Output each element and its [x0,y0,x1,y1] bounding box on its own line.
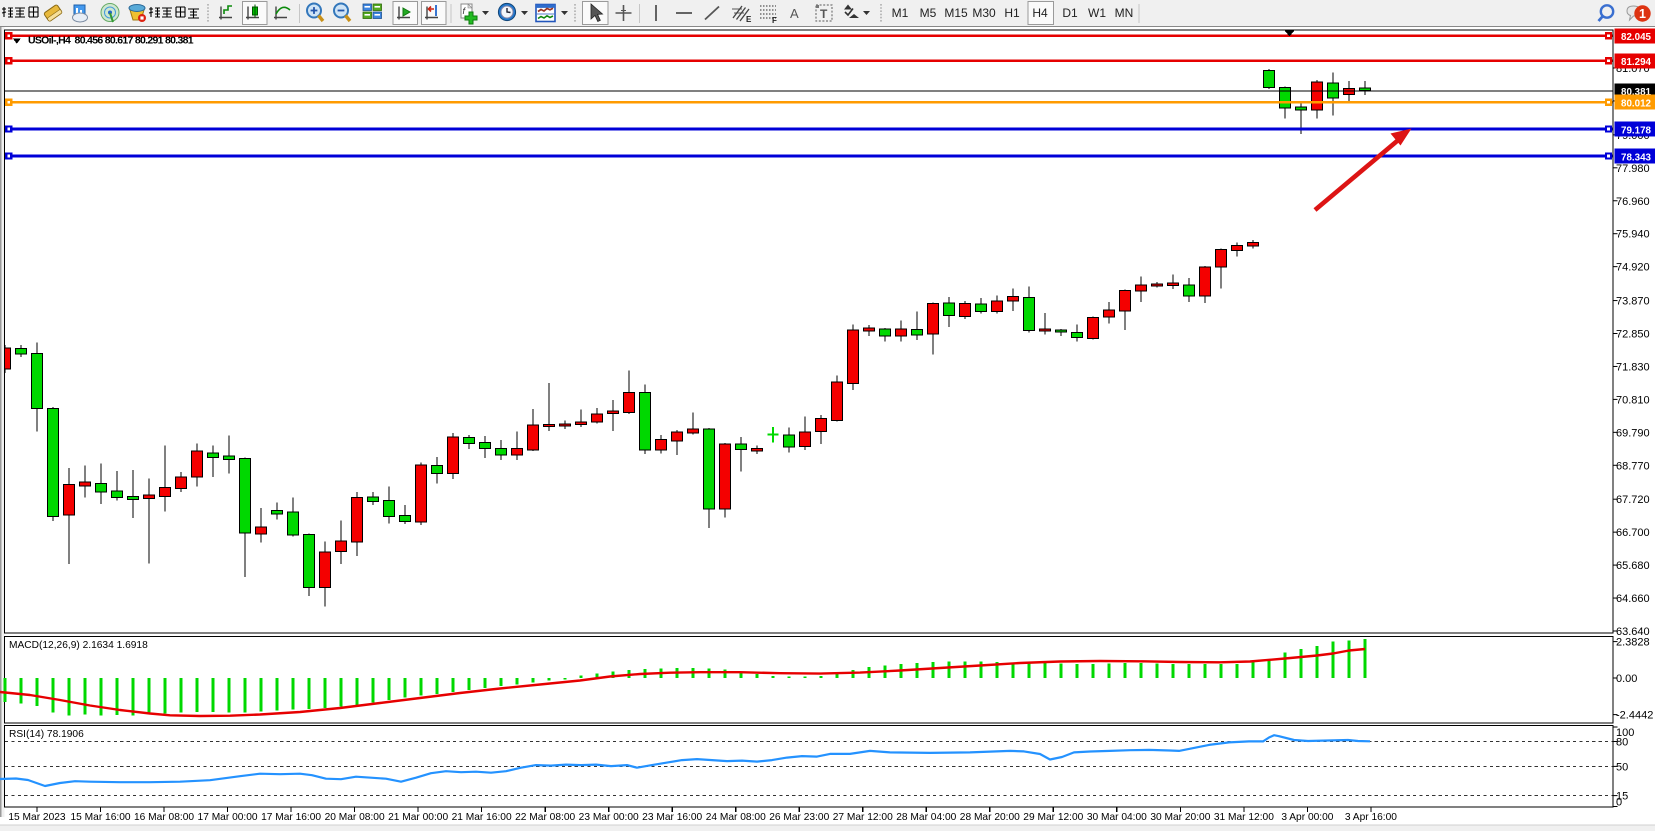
svg-text:82.045: 82.045 [1621,32,1652,43]
svg-text:15 Mar 2023: 15 Mar 2023 [8,812,66,823]
svg-text:M1: M1 [892,6,909,20]
svg-text:28 Mar 04:00: 28 Mar 04:00 [896,812,956,823]
svg-text:USOil-,H4 80.456 80.617 80.29: USOil-,H4 80.456 80.617 80.291 80.381 [28,35,194,47]
svg-text:30 Mar 04:00: 30 Mar 04:00 [1087,812,1147,823]
svg-text:W1: W1 [1088,6,1106,20]
svg-text:71.830: 71.830 [1616,361,1650,373]
svg-text:63.640: 63.640 [1616,626,1650,638]
svg-text:MACD(12,26,9) 2.1634 1.6918: MACD(12,26,9) 2.1634 1.6918 [9,640,148,651]
svg-text:78.343: 78.343 [1621,152,1652,163]
svg-text:50: 50 [1616,761,1628,773]
svg-text:2.3828: 2.3828 [1616,637,1650,649]
svg-text:RSI(14) 78.1906: RSI(14) 78.1906 [9,729,84,740]
svg-text:21 Mar 00:00: 21 Mar 00:00 [388,812,448,823]
svg-text:15: 15 [1616,791,1628,803]
svg-text:72.850: 72.850 [1616,329,1650,341]
svg-text:76.960: 76.960 [1616,196,1650,208]
svg-text:74.920: 74.920 [1616,262,1650,274]
svg-text:29 Mar 12:00: 29 Mar 12:00 [1023,812,1083,823]
svg-text:M5: M5 [920,6,937,20]
svg-text:3 Apr 00:00: 3 Apr 00:00 [1281,812,1333,823]
svg-text:T: T [820,7,828,21]
svg-text:M30: M30 [972,6,996,20]
svg-text:23 Mar 00:00: 23 Mar 00:00 [579,812,639,823]
svg-text:21 Mar 16:00: 21 Mar 16:00 [452,812,512,823]
svg-text:A: A [790,6,799,21]
svg-text:79.178: 79.178 [1621,125,1652,136]
svg-text:f: f [463,6,467,16]
svg-text:16 Mar 08:00: 16 Mar 08:00 [134,812,194,823]
svg-text:0.00: 0.00 [1616,673,1637,685]
svg-text:67.720: 67.720 [1616,494,1650,506]
svg-text:80: 80 [1616,737,1628,749]
svg-text:F: F [772,16,777,25]
svg-text:H4: H4 [1032,6,1048,20]
svg-text:65.680: 65.680 [1616,560,1650,572]
svg-text:68.770: 68.770 [1616,460,1650,472]
svg-text:31 Mar 12:00: 31 Mar 12:00 [1214,812,1274,823]
svg-text:30 Mar 20:00: 30 Mar 20:00 [1150,812,1210,823]
svg-text:-2.4442: -2.4442 [1616,710,1653,722]
svg-text:80.381: 80.381 [1621,87,1652,98]
svg-text:27 Mar 12:00: 27 Mar 12:00 [833,812,893,823]
svg-text:26 Mar 23:00: 26 Mar 23:00 [769,812,829,823]
svg-text:M15: M15 [944,6,968,20]
svg-text:0: 0 [1616,797,1622,809]
svg-text:70.810: 70.810 [1616,394,1650,406]
svg-text:77.980: 77.980 [1616,163,1650,175]
svg-text:80.012: 80.012 [1621,98,1652,109]
svg-text:3 Apr 16:00: 3 Apr 16:00 [1345,812,1397,823]
svg-text:20 Mar 08:00: 20 Mar 08:00 [325,812,385,823]
svg-text:73.870: 73.870 [1616,296,1650,308]
svg-text:23 Mar 16:00: 23 Mar 16:00 [642,812,702,823]
svg-text:28 Mar 20:00: 28 Mar 20:00 [960,812,1020,823]
svg-text:17 Mar 00:00: 17 Mar 00:00 [198,812,258,823]
svg-text:E: E [746,15,752,24]
svg-text:22 Mar 08:00: 22 Mar 08:00 [515,812,575,823]
svg-text:MN: MN [1115,6,1134,20]
svg-text:24 Mar 08:00: 24 Mar 08:00 [706,812,766,823]
svg-text:100: 100 [1616,727,1634,739]
svg-text:66.700: 66.700 [1616,527,1650,539]
svg-text:75.940: 75.940 [1616,229,1650,241]
svg-text:1: 1 [1639,7,1646,21]
svg-text:64.660: 64.660 [1616,593,1650,605]
svg-text:17 Mar 16:00: 17 Mar 16:00 [261,812,321,823]
svg-text:H1: H1 [1004,6,1020,20]
svg-text:81.294: 81.294 [1621,57,1652,68]
svg-text:15 Mar 16:00: 15 Mar 16:00 [71,812,131,823]
svg-text:69.790: 69.790 [1616,427,1650,439]
svg-text:D1: D1 [1062,6,1078,20]
